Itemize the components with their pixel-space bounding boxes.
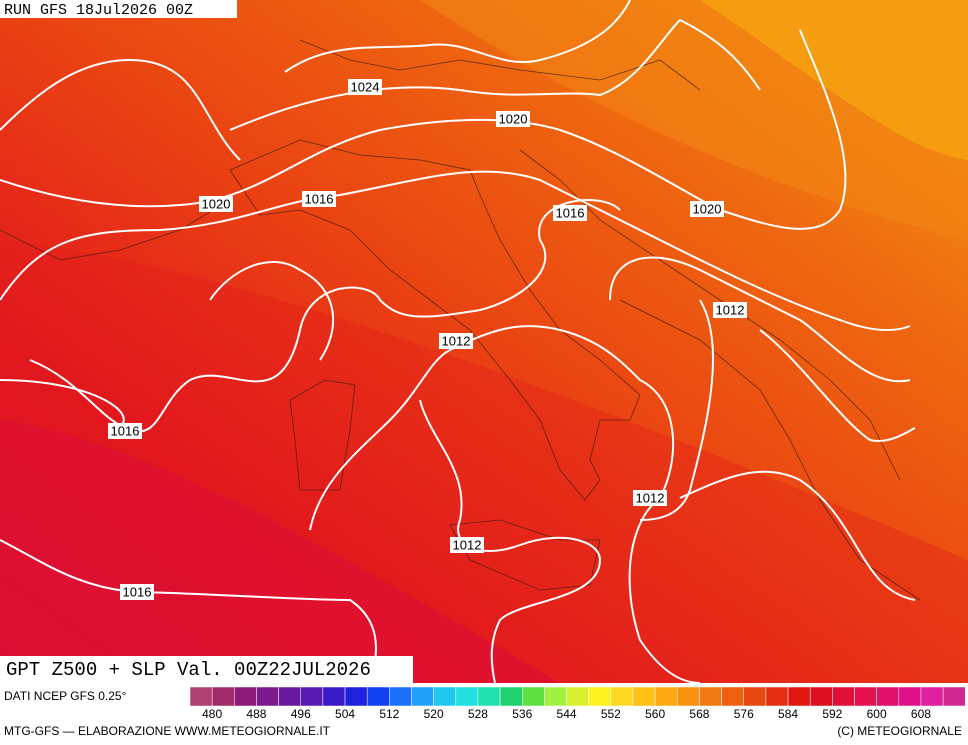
colorbar-tick-label: 496 <box>291 707 311 721</box>
isobar-label-box <box>553 205 587 221</box>
coastlines <box>0 39 921 601</box>
isobar-label-box <box>690 201 724 217</box>
map-title: GPT Z500 + SLP Val. 00Z22JUL2026 <box>6 659 371 681</box>
isobar-label-box <box>120 584 154 600</box>
isobar-label-box <box>713 302 747 318</box>
colorbar-tick-label: 520 <box>424 707 444 721</box>
isobar-label-box <box>199 196 233 212</box>
colorbar-swatch <box>632 686 656 707</box>
colorbar-tick-label: 576 <box>734 707 754 721</box>
colorbar-tick-label: 504 <box>335 707 355 721</box>
source: DATI NCEP GFS 0.25° <box>4 689 127 703</box>
colorbar-swatch <box>876 686 900 707</box>
isobar-label-box <box>633 490 667 506</box>
colorbar-swatch <box>211 686 235 707</box>
colorbar-swatch <box>699 686 722 707</box>
run-label: RUN GFS 18Jul2026 00Z <box>4 2 193 19</box>
colorbar-swatch <box>765 686 789 707</box>
colorbar-tick-label: 608 <box>911 707 931 721</box>
isobar-label: 1016 <box>305 191 334 206</box>
colorbar-tick-label: 528 <box>468 707 488 721</box>
isobar-label: 1012 <box>716 302 745 317</box>
isobar-label: 1020 <box>202 196 231 211</box>
colorbar-swatch <box>234 686 257 707</box>
colorbar-swatch <box>809 686 833 707</box>
title-box <box>0 656 413 683</box>
colorbar-swatch <box>389 686 412 707</box>
colorbar-swatch <box>278 686 302 707</box>
colorbar-tick-label: 512 <box>379 707 399 721</box>
colorbar-swatch <box>300 686 324 707</box>
colorbar-swatch <box>787 686 811 707</box>
isobar-label-box <box>496 111 530 127</box>
colorbar-swatch <box>522 686 545 707</box>
colorbar-swatch <box>854 686 877 707</box>
colorbar-swatch <box>499 686 523 707</box>
colorbar-swatch <box>588 686 612 707</box>
colorbar-tick-label: 560 <box>645 707 665 721</box>
field <box>0 0 968 683</box>
isobar-label-box <box>108 423 142 439</box>
isobar-label-box <box>348 79 382 95</box>
colorbar-swatch <box>832 686 855 707</box>
isobar-label: 1020 <box>499 111 528 126</box>
colorbar-swatch <box>654 686 678 707</box>
colorbar-swatch <box>344 686 368 707</box>
colorbar-tick-label: 544 <box>557 707 577 721</box>
colorbar-tick-label: 592 <box>822 707 842 721</box>
isobar-label: 1016 <box>123 584 152 599</box>
colorbar-swatch <box>677 686 700 707</box>
colorbar-swatch <box>920 686 944 707</box>
isobar-label: 1012 <box>453 537 482 552</box>
colorbar-swatch <box>189 686 213 707</box>
isobar-label-box <box>450 537 484 553</box>
colorbar-swatch <box>942 686 966 707</box>
colorbar-tick-label: 568 <box>689 707 709 721</box>
colorbar-swatch <box>256 686 279 707</box>
isobar-label: 1016 <box>556 205 585 220</box>
isobar-label: 1012 <box>442 333 471 348</box>
colorbar-swatch <box>455 686 479 707</box>
colorbar-swatch <box>610 686 634 707</box>
isobar-label: 1024 <box>351 79 380 94</box>
colorbar-tick-label: 552 <box>601 707 621 721</box>
isobar-label-box <box>439 333 473 349</box>
isobar-label: 1016 <box>111 423 140 438</box>
colorbar-swatch <box>743 686 767 707</box>
run-box <box>0 0 237 18</box>
colorbar-tick-label: 488 <box>246 707 266 721</box>
colorbar-swatch <box>322 686 346 707</box>
colorbar-tick-label: 600 <box>867 707 887 721</box>
colorbar-swatch <box>433 686 457 707</box>
colorbar-tick-label: 480 <box>202 707 222 721</box>
isobar-label: 1020 <box>693 201 722 216</box>
colorbar-swatch <box>366 686 390 707</box>
colorbar-swatch <box>898 686 922 707</box>
colorbar-tick-label: 584 <box>778 707 798 721</box>
copyright: (C) METEOGIORNALE <box>837 724 962 738</box>
credit: MTG-GFS — ELABORAZIONE WWW.METEOGIORNALE… <box>4 724 331 738</box>
isobar-labels: 1024 1020 1020 1016 1016 1020 1012 1012 1016 1012… <box>108 79 747 600</box>
colorbar-swatch <box>544 686 567 707</box>
colorbar-tick-label: 536 <box>512 707 532 721</box>
colorbar-swatch <box>411 686 434 707</box>
isobar-label-box <box>302 191 336 207</box>
colorbar: 480 488 496 504 512 520 528 536 544 552 560 568 576 5… <box>189 686 966 721</box>
isobar-label: 1012 <box>636 490 665 505</box>
colorbar-swatch <box>566 686 589 707</box>
colorbar-swatch <box>477 686 501 707</box>
colorbar-swatch <box>721 686 744 707</box>
